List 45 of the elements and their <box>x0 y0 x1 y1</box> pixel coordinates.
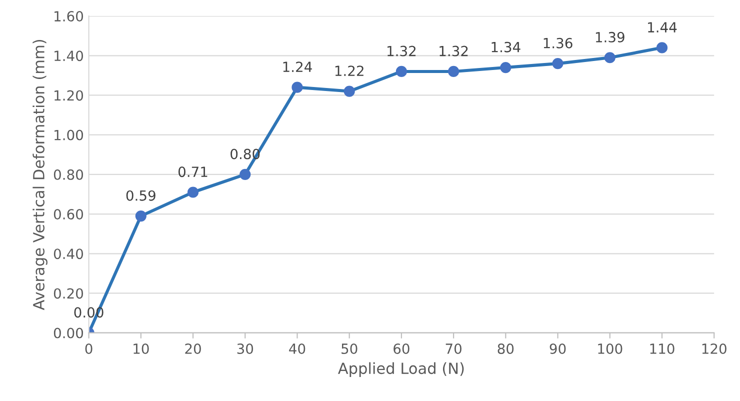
x-tick-label: 110 <box>650 343 674 354</box>
data-label: 0.71 <box>178 166 208 178</box>
data-label: 1.34 <box>492 42 520 52</box>
data-label: 1.22 <box>335 66 364 76</box>
y-tick-label: 1.60 <box>54 11 84 22</box>
data-label: 1.32 <box>440 46 468 56</box>
x-tick-label: 10 <box>134 343 149 354</box>
y-tick-label: 1.00 <box>54 130 84 140</box>
data-label: 1.44 <box>648 22 677 32</box>
data-label: 1.24 <box>283 62 312 72</box>
point <box>656 42 668 54</box>
x-tick-label: 70 <box>446 343 462 354</box>
point <box>344 86 355 97</box>
x-axis-title: Applied Load (N) <box>338 362 464 378</box>
point <box>135 210 146 222</box>
point <box>240 168 251 180</box>
y-tick-label: 1.40 <box>54 50 84 62</box>
x-tick-label: 60 <box>394 343 410 354</box>
data-label: 1.39 <box>596 32 624 42</box>
y-axis-title: Average Vertical Deformation (mm) <box>32 40 48 310</box>
point <box>396 66 408 78</box>
y-tick-label: 0.40 <box>54 248 84 260</box>
y-tick-label: 0.60 <box>54 209 84 220</box>
x-tick-label: 80 <box>498 343 514 354</box>
y-tick-label: 1.20 <box>54 90 84 101</box>
point <box>604 52 616 64</box>
point <box>448 66 460 78</box>
data-label: 0.59 <box>126 190 156 201</box>
point <box>187 186 199 198</box>
x-tick-label: 40 <box>289 343 306 354</box>
y-tick-label: 0.20 <box>54 288 84 299</box>
data-label: 1.36 <box>544 38 572 48</box>
x-tick-label: 20 <box>185 343 201 354</box>
x-tick-label: 0 <box>85 343 92 354</box>
y-tick-label: 0.80 <box>54 169 84 180</box>
x-tick-label: 120 <box>702 343 726 354</box>
data-label: 1.32 <box>388 46 416 56</box>
x-tick-label: 90 <box>550 343 566 354</box>
y-tick-label: 0.00 <box>54 328 84 338</box>
point <box>552 58 564 70</box>
point <box>292 82 303 93</box>
x-tick-label: 100 <box>598 343 622 354</box>
x-tick-label: 30 <box>237 343 254 354</box>
x-tick-label: 50 <box>342 343 358 354</box>
point <box>500 62 512 74</box>
